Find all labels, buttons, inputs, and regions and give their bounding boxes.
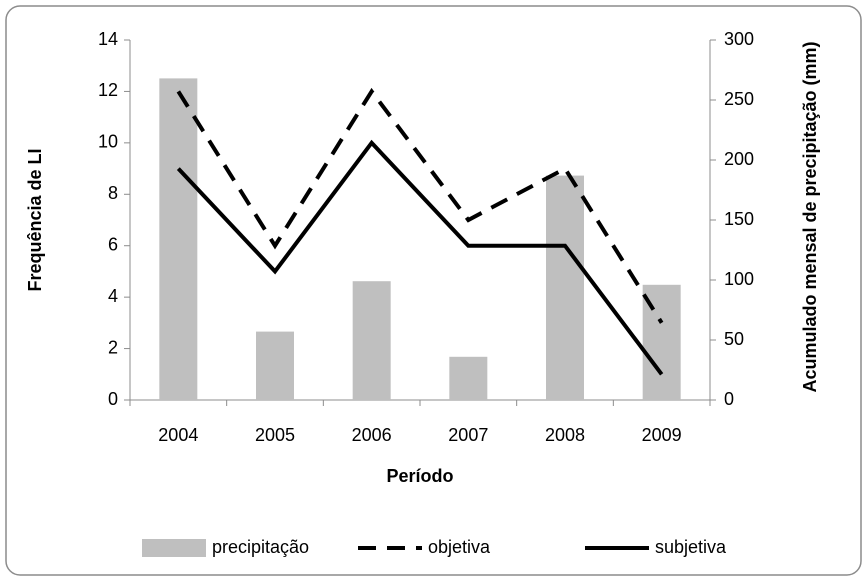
y-tick-label: 4 (108, 286, 118, 306)
bar (449, 356, 488, 400)
y2-tick-label: 200 (724, 149, 754, 169)
y2-tick-label: 150 (724, 209, 754, 229)
y2-tick-label: 250 (724, 89, 754, 109)
y-tick-label: 14 (98, 29, 118, 49)
legend-label: subjetiva (655, 537, 727, 557)
line (176, 139, 664, 376)
y2-axis-label: Acumulado mensal de precipitação (mm) (800, 41, 820, 393)
y2-tick-label: 300 (724, 29, 754, 49)
y2-tick-label: 100 (724, 269, 754, 289)
y-tick-label: 0 (108, 389, 118, 409)
x-tick-label: 2007 (448, 425, 488, 445)
chart-border (5, 5, 862, 576)
y2-tick-label: 0 (724, 389, 734, 409)
x-tick-label: 2009 (642, 425, 682, 445)
legend-swatch (142, 539, 206, 557)
bar (159, 78, 198, 401)
y-tick-label: 6 (108, 234, 118, 254)
bar (546, 175, 584, 400)
x-tick-label: 2005 (255, 425, 295, 445)
legend-label: precipitação (212, 537, 309, 557)
x-tick-label: 2004 (158, 425, 198, 445)
x-tick-label: 2008 (545, 425, 585, 445)
bar (352, 281, 391, 400)
x-axis-label: Período (386, 466, 453, 486)
y-tick-label: 2 (108, 337, 118, 357)
y-axis-label: Frequência de LI (25, 148, 45, 291)
y2-tick-label: 50 (724, 329, 744, 349)
line (176, 87, 664, 324)
y-tick-label: 10 (98, 132, 118, 152)
y-tick-label: 8 (108, 183, 118, 203)
y-tick-label: 12 (98, 80, 118, 100)
bar (256, 331, 294, 400)
legend-label: objetiva (428, 537, 491, 557)
x-tick-label: 2006 (352, 425, 392, 445)
